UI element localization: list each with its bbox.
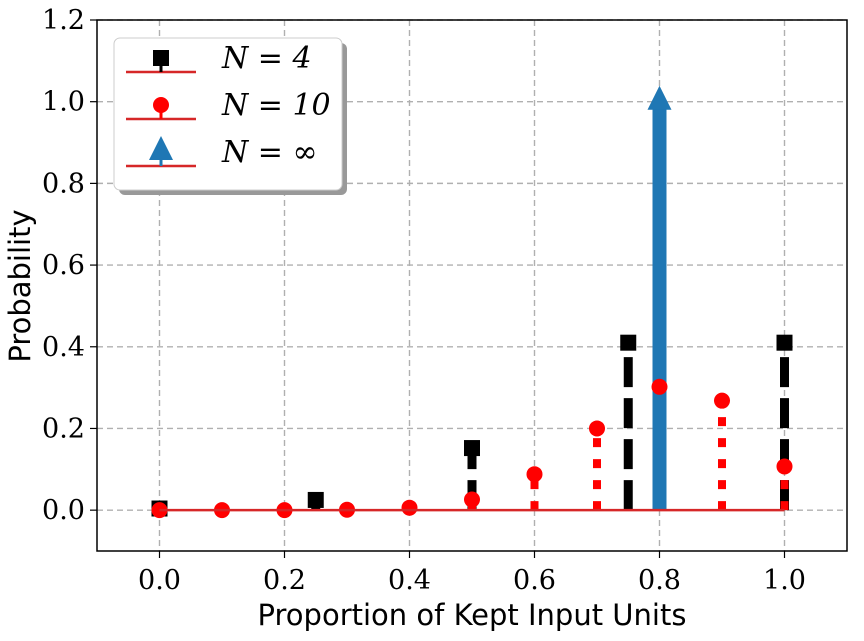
y-tick-label: 0.2 bbox=[42, 413, 85, 444]
legend-label: N = 10 bbox=[221, 88, 331, 123]
x-tick-label: 0.2 bbox=[263, 565, 306, 596]
data-point bbox=[526, 466, 543, 483]
y-tick-label: 0.6 bbox=[42, 250, 85, 281]
y-tick-label: 1.2 bbox=[42, 5, 85, 36]
data-point bbox=[589, 420, 605, 437]
axes-frame bbox=[96, 19, 848, 552]
legend-box bbox=[113, 37, 343, 191]
data-point bbox=[464, 440, 480, 457]
y-tick-label: 0.8 bbox=[42, 168, 85, 199]
x-tick-label: 0.6 bbox=[513, 565, 556, 596]
plot-area bbox=[151, 85, 793, 519]
legend: N = 4 N = 10 N = ∞ bbox=[113, 37, 347, 195]
legend-label: N = 4 bbox=[221, 41, 312, 76]
x-tick-label: 1.0 bbox=[763, 565, 806, 596]
y-tick-label: 0.0 bbox=[42, 495, 85, 526]
markers-circle bbox=[151, 378, 793, 519]
legend-marker bbox=[153, 97, 169, 113]
legend-marker bbox=[153, 50, 169, 66]
data-point bbox=[647, 85, 672, 110]
y-tick-label: 0.4 bbox=[42, 332, 85, 363]
legend-marker bbox=[149, 136, 173, 160]
x-tick-label: 0.0 bbox=[138, 565, 181, 596]
data-point bbox=[464, 491, 480, 508]
data-point bbox=[714, 392, 730, 409]
data-point bbox=[651, 378, 668, 395]
axis-ticks: 0.0 0.2 0.4 0.6 0.8 1.0 0.0 0.2 0.4 0.6 0.8 1.0 1.2 bbox=[42, 5, 806, 596]
data-point bbox=[401, 499, 418, 516]
series-square bbox=[155, 342, 789, 511]
x-tick-label: 0.4 bbox=[388, 565, 431, 596]
y-axis-label: Probability bbox=[3, 209, 37, 362]
markers-triangle bbox=[647, 85, 672, 110]
data-point bbox=[620, 334, 637, 351]
data-point bbox=[307, 491, 324, 508]
x-axis-label: Proportion of Kept Input Units bbox=[258, 598, 687, 632]
x-tick-label: 0.8 bbox=[638, 565, 681, 596]
data-point bbox=[776, 458, 793, 475]
legend-label: N = ∞ bbox=[221, 135, 317, 170]
data-point bbox=[776, 334, 793, 351]
y-tick-label: 1.0 bbox=[42, 87, 85, 118]
